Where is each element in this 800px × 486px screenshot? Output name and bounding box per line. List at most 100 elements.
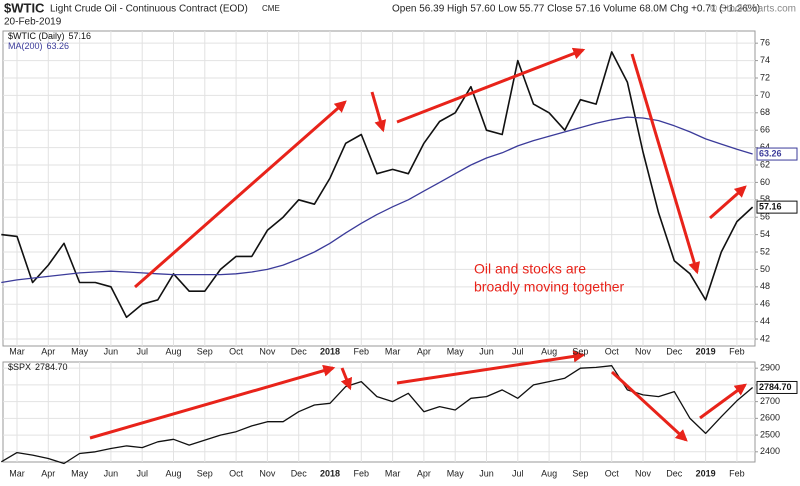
y-tick-label: 2500: [760, 429, 780, 439]
x-tick-label: 2018: [320, 346, 340, 356]
y-tick-label: 50: [760, 264, 770, 274]
x-tick-label: Aug: [165, 346, 181, 356]
arrow: [396, 47, 586, 124]
arrow: [699, 383, 747, 420]
x-tick-label: Jun: [479, 346, 494, 356]
x-tick-label: Nov: [635, 468, 652, 478]
y-tick-label: 2700: [760, 396, 780, 406]
x-tick-label: Jul: [512, 468, 524, 478]
x-tick-label: Oct: [605, 346, 620, 356]
series-line: [1, 51, 754, 319]
x-tick-label: Apr: [41, 346, 55, 356]
x-tick-label: Feb: [729, 468, 745, 478]
arrow: [89, 364, 336, 440]
y-tick-label: 64: [760, 142, 770, 152]
x-tick-label: Jul: [512, 346, 524, 356]
x-tick-label: Jul: [136, 468, 148, 478]
y-tick-label: 72: [760, 72, 770, 82]
y-tick-label: 66: [760, 125, 770, 135]
arrow: [610, 370, 688, 442]
x-tick-label: Dec: [291, 346, 308, 356]
x-tick-label: Apr: [417, 468, 431, 478]
annotation: Oil and stocks are: [474, 261, 586, 277]
x-tick-label: Dec: [666, 346, 683, 356]
x-tick-label: Jun: [479, 468, 494, 478]
y-tick-label: 2400: [760, 446, 780, 456]
source: © StockCharts.com: [710, 4, 796, 15]
y-tick-label: 44: [760, 316, 770, 326]
series-line: [0, 365, 754, 465]
x-tick-label: Jun: [104, 346, 119, 356]
y-tick-label: 68: [760, 107, 770, 117]
legend-entry: MA(200) 63.26: [8, 41, 69, 51]
x-tick-label: Nov: [259, 346, 276, 356]
y-tick-label: 74: [760, 55, 770, 65]
arrow: [370, 91, 387, 133]
legend-entry: $WTIC (Daily) 57.16: [8, 31, 91, 41]
x-tick-label: Nov: [635, 346, 652, 356]
x-tick-label: May: [71, 468, 89, 478]
panel-frame: [2, 30, 756, 347]
x-tick-label: 2019: [696, 346, 716, 356]
y-tick-label: 56: [760, 212, 770, 222]
x-tick-label: Mar: [9, 346, 25, 356]
x-tick-label: Feb: [354, 346, 370, 356]
last-value-tag: [756, 200, 798, 214]
x-tick-label: Sep: [197, 346, 213, 356]
x-tick-label: Oct: [229, 346, 244, 356]
x-tick-label: Mar: [9, 468, 25, 478]
legend-value: 57.16: [69, 31, 92, 41]
legend-name: MA(200): [8, 41, 43, 51]
last-value-tag: [756, 147, 798, 161]
symbol: $WTIC: [4, 0, 45, 15]
arrow: [709, 185, 747, 220]
x-tick-label: May: [447, 468, 465, 478]
arrow: [134, 100, 347, 289]
y-tick-label: 42: [760, 333, 770, 343]
x-tick-label: May: [447, 346, 465, 356]
x-tick-label: Nov: [259, 468, 276, 478]
arrow: [396, 350, 586, 385]
x-tick-label: 2019: [696, 468, 716, 478]
x-tick-label: Sep: [572, 468, 588, 478]
x-tick-label: Sep: [197, 468, 213, 478]
y-tick-label: 60: [760, 177, 770, 187]
y-tick-label: 62: [760, 159, 770, 169]
y-tick-label: 48: [760, 281, 770, 291]
y-tick-label: 58: [760, 194, 770, 204]
exchange: CME: [262, 4, 280, 13]
x-tick-label: 2018: [320, 468, 340, 478]
x-tick-label: Mar: [385, 346, 401, 356]
legend-name: $WTIC (Daily): [8, 31, 65, 41]
marks: [0, 51, 754, 465]
last-value-label: 57.16: [759, 201, 782, 211]
x-tick-label: Oct: [605, 468, 620, 478]
x-tick-label: Aug: [165, 468, 181, 478]
x-tick-label: Apr: [41, 468, 55, 478]
x-tick-label: Jul: [136, 346, 148, 356]
series-line: [1, 116, 753, 284]
x-tick-label: Sep: [572, 346, 588, 356]
x-tick-label: Dec: [291, 468, 308, 478]
arrow: [340, 367, 353, 391]
y-tick-label: 70: [760, 90, 770, 100]
y-tick-label: 46: [760, 299, 770, 309]
last-value-label: 63.26: [759, 148, 782, 158]
x-tick-label: Feb: [729, 346, 745, 356]
quote: Open 56.39 High 57.60 Low 55.77 Close 57…: [392, 4, 760, 15]
y-tick-label: 76: [760, 38, 770, 48]
panel-frame: [2, 361, 756, 463]
x-tick-label: Aug: [541, 468, 557, 478]
legend-value: 2784.70: [35, 362, 68, 372]
x-tick-label: May: [71, 346, 89, 356]
last-value-label: 2784.70: [759, 382, 792, 392]
x-tick-label: Feb: [354, 468, 370, 478]
x-tick-label: Dec: [666, 468, 683, 478]
date: 20-Feb-2019: [4, 17, 62, 28]
legend-value: 63.26: [47, 41, 70, 51]
x-tick-label: Aug: [541, 346, 557, 356]
y-tick-label: 52: [760, 246, 770, 256]
annotation: broadly moving together: [474, 279, 625, 295]
legend-entry: $SPX 2784.70: [8, 362, 68, 372]
